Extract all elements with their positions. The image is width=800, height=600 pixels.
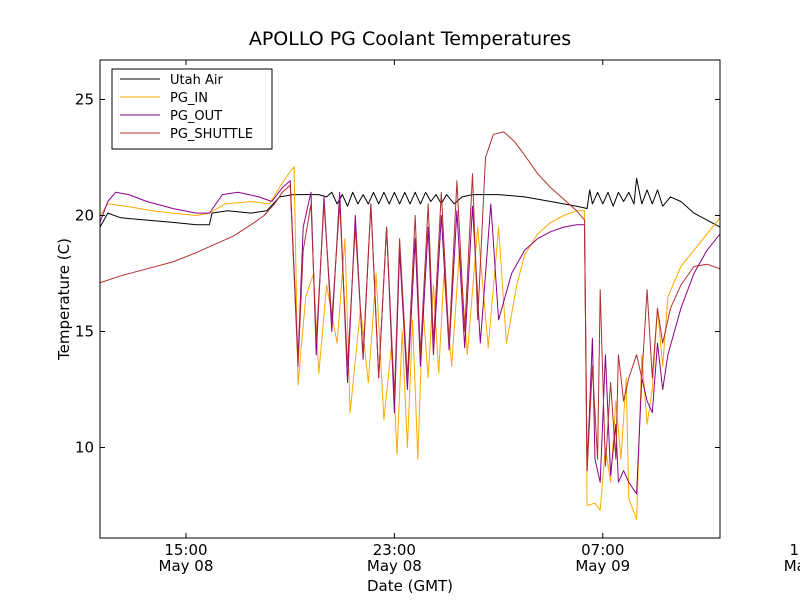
x-tick-label-time: 15:00 [790,541,800,559]
series-line-pg-in [100,166,720,520]
legend-label: Utah Air [170,73,223,88]
x-tick-label-time: 15:00 [164,541,207,559]
y-axis-label: Temperature (C) [55,238,73,361]
x-tick-label-date: May 09 [784,557,800,575]
series-line-pg-shuttle [100,131,720,472]
legend-label: PG_OUT [170,109,222,124]
series-layer [100,131,720,520]
legend-box [111,68,273,150]
plot-area-frame [99,59,721,539]
x-tick-label-date: May 09 [575,557,630,575]
legend: Utah Air PG_IN PG_OUT PG_SHUTTLE [111,68,273,150]
x-tick-label-time: 07:00 [581,541,624,559]
x-axis-label: Date (GMT) [367,577,453,595]
chart-title: APOLLO PG Coolant Temperatures [249,28,571,50]
y-tick-label: 25 [75,90,94,108]
legend-label: PG_SHUTTLE [170,127,253,142]
y-tick-label: 15 [75,322,94,340]
y-tick-label: 10 [75,439,94,457]
x-tick-label-time: 23:00 [373,541,416,559]
legend-label: PG_IN [170,91,208,106]
y-tick-label: 20 [75,206,94,224]
x-tick-label-date: May 08 [159,557,214,575]
x-tick-label-date: May 08 [367,557,422,575]
